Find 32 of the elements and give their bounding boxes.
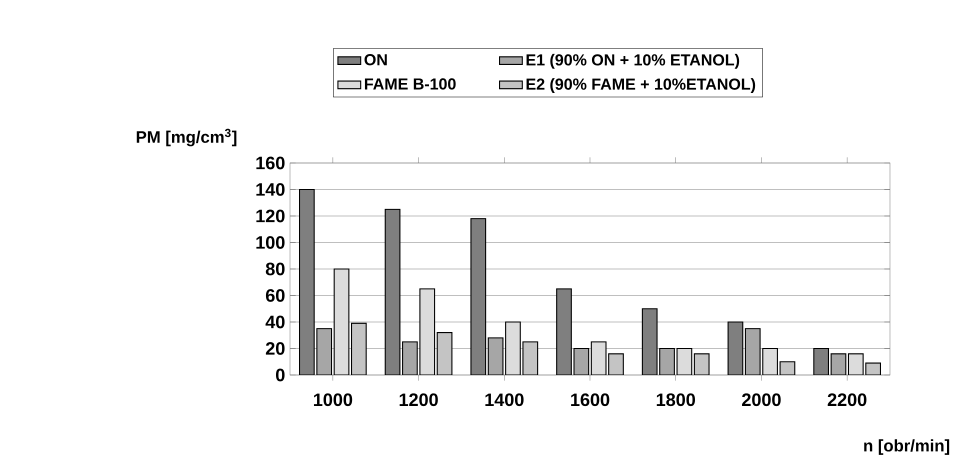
y-tick-label: 20 xyxy=(266,342,285,355)
legend-label: ON xyxy=(364,54,387,66)
legend-label: E1 (90% ON + 10% ETANOL) xyxy=(526,54,740,69)
x-tick-label: 1800 xyxy=(656,393,695,406)
legend-label: FAME B-100 xyxy=(364,78,456,90)
bar xyxy=(505,321,521,375)
x-tick-label: 1200 xyxy=(400,393,438,406)
y-tick-label: 60 xyxy=(266,289,285,302)
y-tick-label: 40 xyxy=(266,316,285,328)
y-tick-label: 120 xyxy=(256,210,285,222)
bar xyxy=(316,328,332,375)
y-tick-label: 140 xyxy=(256,183,285,196)
y-tick-label: 0 xyxy=(276,368,285,382)
y-tick-label: 80 xyxy=(266,262,285,276)
x-tick-label: 1600 xyxy=(571,393,610,406)
bar xyxy=(350,322,367,375)
legend-label: E2 (90% FAME + 10%ETANOL) xyxy=(526,78,756,93)
x-tick-label: 1000 xyxy=(314,393,352,406)
x-tick-label: 2200 xyxy=(828,393,866,406)
bar xyxy=(334,268,350,375)
bar xyxy=(830,353,846,375)
bar xyxy=(436,332,452,375)
bar xyxy=(608,353,624,375)
bar xyxy=(744,328,761,375)
x-axis-title: n [obr/min] xyxy=(864,439,950,455)
y-tick-label: 160 xyxy=(256,156,285,170)
y-axis-title: PM [mg/cm$^{3}$] xyxy=(136,128,236,146)
y-tick-label: 100 xyxy=(256,236,285,249)
bar xyxy=(419,288,436,375)
bar xyxy=(659,348,675,375)
x-tick-label: 1400 xyxy=(485,393,524,406)
x-tick-label: 2000 xyxy=(742,393,781,406)
